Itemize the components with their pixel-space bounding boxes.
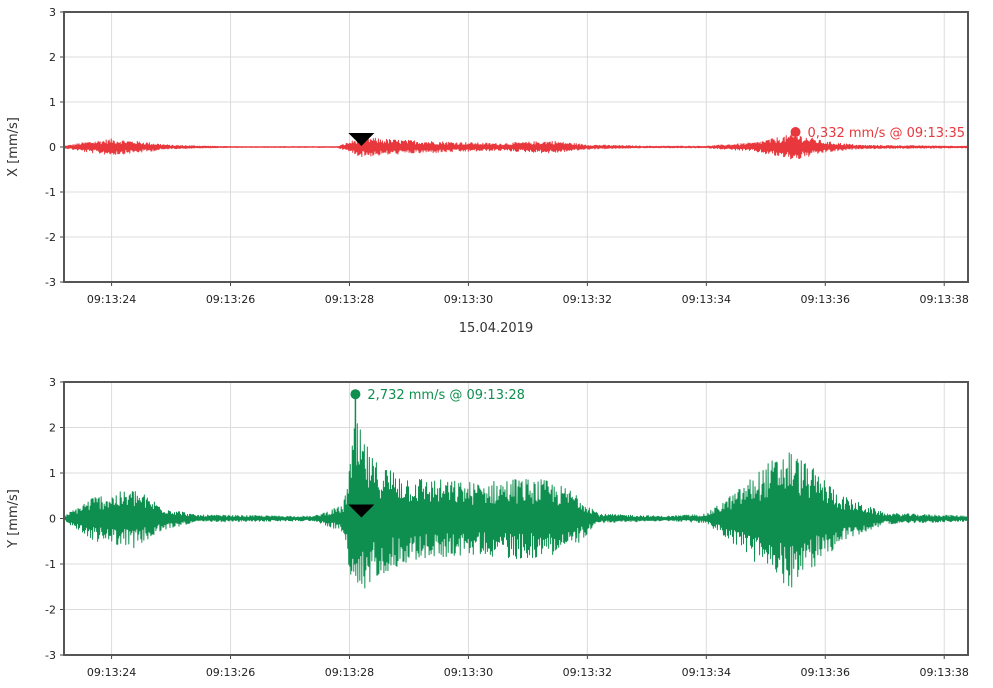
y-tick-label: 2 [49, 422, 56, 435]
y-tick-label: -2 [45, 604, 56, 617]
peak-point [350, 389, 361, 400]
y-tick-label: -2 [45, 231, 56, 244]
y-tick-label: 3 [49, 6, 56, 19]
trigger-marker[interactable] [348, 133, 375, 146]
y-tick-label: 0 [49, 141, 56, 154]
x-tick-label: 09:13:34 [682, 293, 731, 306]
y-tick-label: -1 [45, 186, 56, 199]
y-tick-label: -1 [45, 558, 56, 571]
x-tick-label: 09:13:28 [325, 666, 374, 679]
y-axis-label: X [mm/s] [6, 117, 21, 177]
x-tick-label: 09:13:36 [801, 666, 850, 679]
x-tick-label: 09:13:32 [563, 293, 612, 306]
trigger-marker[interactable] [348, 504, 375, 518]
y-tick-label: 1 [49, 96, 56, 109]
y-tick-label: -3 [45, 276, 56, 289]
y-tick-label: -3 [45, 649, 56, 662]
peak-label: 0,332 mm/s @ 09:13:35 [808, 126, 965, 141]
x-tick-label: 09:13:28 [325, 293, 374, 306]
x-tick-label: 09:13:30 [444, 666, 493, 679]
chart-panel-y: 3 2 1 0 -1 -2 -3 09:13:24 09:13:26 09:13:28 09:13:… [6, 376, 969, 679]
y-tick-label: 0 [49, 513, 56, 526]
x-tick-label: 09:13:26 [206, 666, 255, 679]
chart-panel-x: 3 2 1 0 -1 -2 -3 09:13:24 09:13:26 09:13:28 09:13:… [6, 6, 969, 336]
plot-frame [63, 11, 969, 283]
signal-series [63, 133, 969, 160]
y-tick-label: 3 [49, 376, 56, 389]
y-axis-label: Y [mm/s] [6, 489, 21, 549]
peak-label: 2,732 mm/s @ 09:13:28 [367, 388, 524, 403]
x-tick-label: 09:13:34 [682, 666, 731, 679]
signal-series [63, 423, 969, 589]
plot-frame [63, 381, 969, 656]
x-tick-label: 09:13:24 [87, 293, 136, 306]
x-tick-label: 09:13:26 [206, 293, 255, 306]
x-tick-label: 09:13:24 [87, 666, 136, 679]
x-tick-label: 09:13:38 [920, 666, 969, 679]
date-label: 15.04.2019 [459, 321, 533, 336]
y-tick-label: 1 [49, 467, 56, 480]
x-tick-label: 09:13:38 [920, 293, 969, 306]
y-tick-label: 2 [49, 51, 56, 64]
x-tick-label: 09:13:36 [801, 293, 850, 306]
peak-point [790, 127, 801, 138]
x-tick-label: 09:13:30 [444, 293, 493, 306]
x-tick-label: 09:13:32 [563, 666, 612, 679]
